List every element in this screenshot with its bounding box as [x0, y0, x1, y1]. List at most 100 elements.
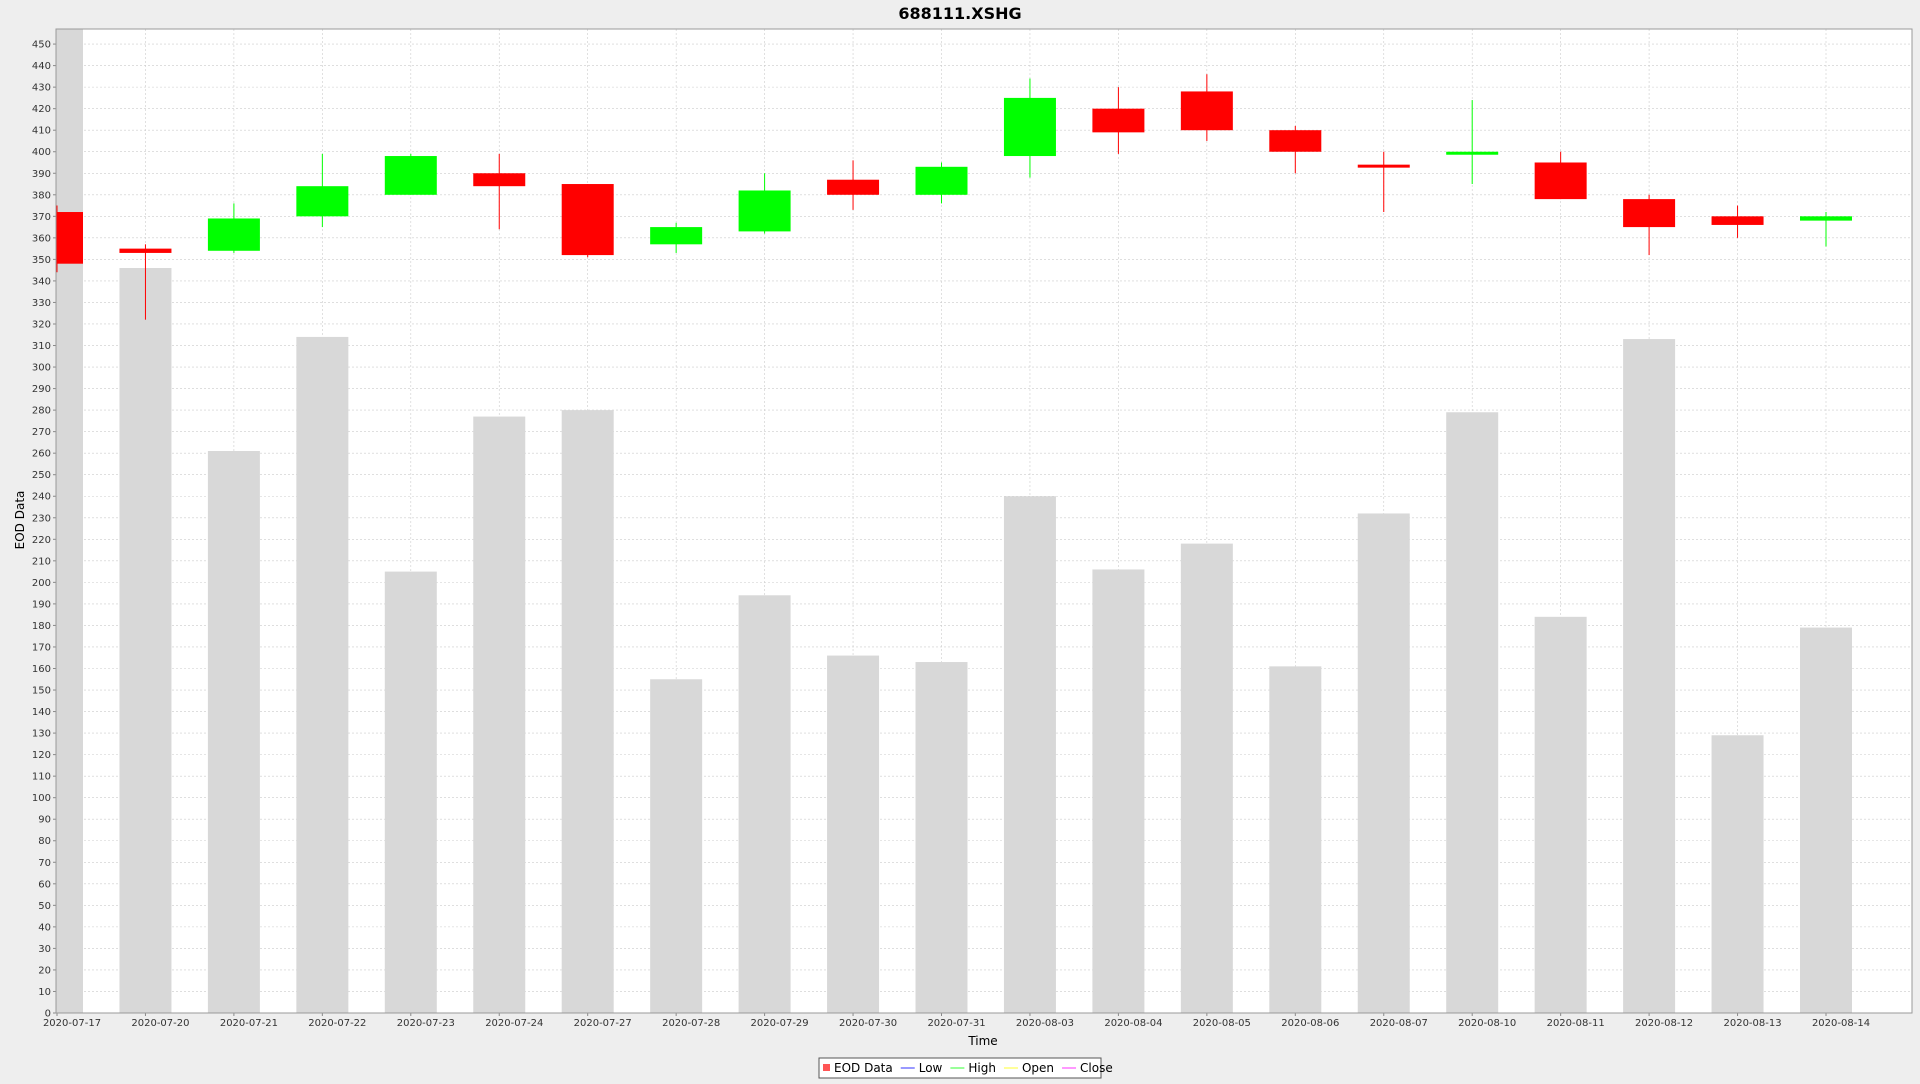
y-tick-label: 270	[32, 427, 51, 438]
x-tick-label: 2020-08-04	[1104, 1018, 1162, 1029]
x-tick-label: 2020-07-28	[662, 1018, 720, 1029]
y-tick-label: 290	[32, 384, 51, 395]
y-tick-label: 360	[32, 233, 51, 244]
candle-body	[119, 248, 172, 253]
y-tick-label: 350	[32, 255, 51, 266]
y-tick-label: 300	[32, 363, 51, 374]
volume-bar	[1003, 496, 1056, 1013]
y-tick-label: 180	[32, 621, 51, 632]
candle-body	[1446, 151, 1499, 155]
y-tick-label: 220	[32, 535, 51, 546]
y-tick-label: 260	[32, 449, 51, 460]
volume-bar	[296, 336, 349, 1014]
y-tick-label: 410	[32, 126, 51, 137]
y-tick-label: 90	[38, 815, 51, 826]
y-tick-label: 60	[38, 879, 51, 890]
y-tick-label: 50	[38, 901, 51, 912]
chart-title: 688111.XSHG	[898, 4, 1021, 23]
y-tick-label: 440	[32, 61, 51, 72]
candle-body	[1800, 216, 1852, 221]
candle-body	[56, 212, 83, 264]
y-tick-label: 170	[32, 642, 51, 653]
legend-swatch	[823, 1064, 830, 1071]
y-tick-label: 340	[32, 276, 51, 287]
candle-body	[1180, 91, 1233, 131]
x-tick-label: 2020-08-06	[1281, 1018, 1339, 1029]
volume-bar	[1269, 666, 1322, 1013]
candle-body	[1534, 162, 1587, 200]
volume-bar	[915, 662, 968, 1013]
volume-bar	[207, 451, 260, 1014]
legend-label: Low	[919, 1061, 943, 1075]
y-tick-label: 330	[32, 298, 51, 309]
y-tick-label: 10	[38, 987, 51, 998]
volume-bar	[650, 679, 703, 1013]
y-tick-label: 20	[38, 965, 51, 976]
y-tick-label: 150	[32, 686, 51, 697]
y-tick-label: 380	[32, 190, 51, 201]
x-tick-label: 2020-07-24	[485, 1018, 543, 1029]
x-tick-label: 2020-07-30	[839, 1018, 897, 1029]
x-axis-title: Time	[967, 1034, 997, 1048]
x-tick-label: 2020-08-10	[1458, 1018, 1516, 1029]
y-tick-label: 40	[38, 922, 51, 933]
x-tick-label: 2020-07-21	[220, 1018, 278, 1029]
plot-border	[55, 28, 1913, 1014]
volume-bar	[384, 571, 437, 1013]
y-tick-label: 210	[32, 556, 51, 567]
x-tick-label: 2020-08-11	[1547, 1018, 1605, 1029]
volume-bar	[119, 268, 172, 1013]
volume-bar	[738, 595, 791, 1013]
y-tick-label: 280	[32, 406, 51, 417]
x-tick-label: 2020-08-14	[1812, 1018, 1870, 1029]
candle-body	[1269, 130, 1322, 152]
x-tick-label: 2020-08-13	[1723, 1018, 1781, 1029]
volume-bar	[1092, 569, 1145, 1013]
legend-label: Close	[1080, 1061, 1113, 1075]
volume-bar	[1623, 339, 1676, 1013]
y-tick-label: 430	[32, 83, 51, 94]
x-tick-label: 2020-08-07	[1370, 1018, 1428, 1029]
y-tick-label: 230	[32, 513, 51, 524]
volume-bar	[1800, 627, 1852, 1013]
volume-bar	[1446, 412, 1499, 1013]
y-tick-label: 390	[32, 169, 51, 180]
y-tick-label: 30	[38, 944, 51, 955]
legend: EOD Data Low High Open Close	[818, 1057, 1113, 1079]
x-tick-label: 2020-07-17	[43, 1018, 101, 1029]
x-tick-label: 2020-07-31	[927, 1018, 985, 1029]
candle-body	[1003, 97, 1056, 157]
volume-bar	[561, 410, 614, 1014]
y-tick-label: 250	[32, 470, 51, 481]
y-tick-label: 320	[32, 319, 51, 330]
y-tick-label: 400	[32, 147, 51, 158]
y-tick-label: 110	[32, 772, 51, 783]
y-tick-label: 420	[32, 104, 51, 115]
y-tick-label: 450	[32, 40, 51, 51]
y-tick-label: 240	[32, 492, 51, 503]
x-tick-label: 2020-07-23	[397, 1018, 455, 1029]
candle-body	[384, 156, 437, 195]
y-tick-label: 310	[32, 341, 51, 352]
candle-body	[915, 166, 968, 195]
y-tick-label: 0	[45, 1009, 51, 1020]
y-tick-label: 120	[32, 750, 51, 761]
volume-bar	[1534, 616, 1587, 1013]
volume-bar	[827, 655, 880, 1013]
candle-body	[473, 173, 526, 187]
volume-bar	[473, 416, 526, 1013]
y-tick-label: 140	[32, 707, 51, 718]
legend-label: EOD Data	[834, 1061, 893, 1075]
x-tick-label: 2020-07-20	[131, 1018, 189, 1029]
y-axis-title: EOD Data	[13, 491, 27, 550]
volume-bar	[56, 29, 83, 1013]
volume-bar	[1357, 513, 1410, 1013]
candle-body	[296, 186, 349, 217]
y-tick-label: 70	[38, 858, 51, 869]
legend-label: High	[968, 1061, 996, 1075]
legend-label: Open	[1022, 1061, 1054, 1075]
y-tick-label: 190	[32, 599, 51, 610]
y-tick-label: 80	[38, 836, 51, 847]
candle-body	[1623, 199, 1676, 228]
